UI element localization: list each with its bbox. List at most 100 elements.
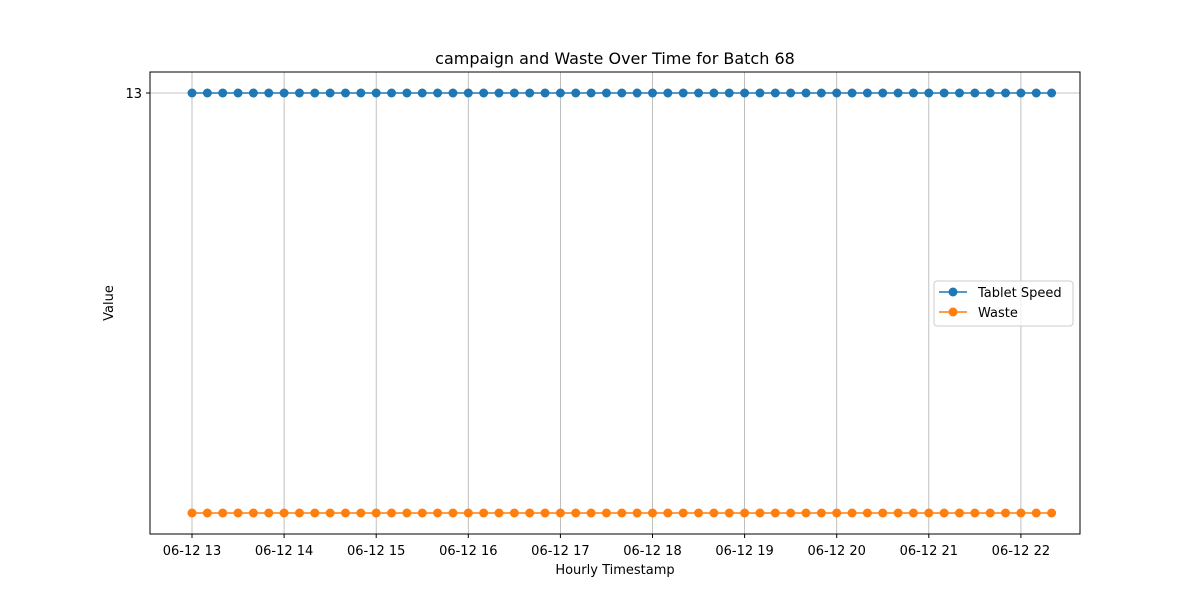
data-point-tablet-speed bbox=[755, 88, 765, 98]
data-point-waste bbox=[294, 508, 304, 518]
data-point-waste bbox=[939, 508, 949, 518]
data-point-waste bbox=[279, 508, 289, 518]
data-point-tablet-speed bbox=[479, 88, 489, 98]
data-point-tablet-speed bbox=[878, 88, 888, 98]
data-point-tablet-speed bbox=[832, 88, 842, 98]
data-point-waste bbox=[663, 508, 673, 518]
x-tick-label: 06-12 21 bbox=[900, 544, 958, 559]
legend-marker-waste bbox=[948, 307, 958, 317]
data-point-waste bbox=[1001, 508, 1011, 518]
data-point-waste bbox=[755, 508, 765, 518]
chart-title: campaign and Waste Over Time for Batch 6… bbox=[435, 49, 795, 68]
series-waste bbox=[187, 508, 1057, 518]
data-point-tablet-speed bbox=[924, 88, 934, 98]
data-point-tablet-speed bbox=[694, 88, 704, 98]
data-point-waste bbox=[202, 508, 212, 518]
data-point-tablet-speed bbox=[632, 88, 642, 98]
data-point-tablet-speed bbox=[1047, 88, 1057, 98]
data-point-tablet-speed bbox=[187, 88, 197, 98]
data-point-waste bbox=[955, 508, 964, 518]
data-point-tablet-speed bbox=[463, 88, 473, 98]
data-point-waste bbox=[310, 508, 320, 518]
data-point-tablet-speed bbox=[724, 88, 734, 98]
data-point-waste bbox=[417, 508, 427, 518]
data-point-tablet-speed bbox=[202, 88, 212, 98]
plot-frame bbox=[149, 71, 1081, 535]
data-point-tablet-speed bbox=[862, 88, 872, 98]
data-point-tablet-speed bbox=[955, 88, 964, 98]
data-point-waste bbox=[985, 508, 995, 518]
data-point-waste bbox=[1031, 508, 1041, 518]
data-point-waste bbox=[571, 508, 581, 518]
data-point-waste bbox=[1047, 508, 1057, 518]
data-point-waste bbox=[816, 508, 826, 518]
data-point-waste bbox=[878, 508, 888, 518]
data-point-waste bbox=[648, 508, 657, 518]
data-point-tablet-speed bbox=[709, 88, 719, 98]
data-point-tablet-speed bbox=[509, 88, 519, 98]
legend-box bbox=[933, 280, 1074, 327]
data-point-waste bbox=[540, 508, 550, 518]
data-point-waste bbox=[187, 508, 197, 518]
data-point-tablet-speed bbox=[970, 88, 980, 98]
data-point-tablet-speed bbox=[494, 88, 504, 98]
data-point-tablet-speed bbox=[248, 88, 258, 98]
x-tick-label: 06-12 17 bbox=[531, 544, 589, 559]
data-point-tablet-speed bbox=[555, 88, 565, 98]
legend-label-tablet-speed: Tablet Speed bbox=[977, 286, 1062, 301]
legend: Tablet Speed Waste bbox=[933, 280, 1074, 327]
data-point-tablet-speed bbox=[601, 88, 611, 98]
data-point-tablet-speed bbox=[786, 88, 796, 98]
data-point-tablet-speed bbox=[402, 88, 412, 98]
data-point-tablet-speed bbox=[893, 88, 903, 98]
data-point-tablet-speed bbox=[233, 88, 243, 98]
data-point-tablet-speed bbox=[1016, 88, 1026, 98]
data-point-waste bbox=[218, 508, 228, 518]
data-point-tablet-speed bbox=[417, 88, 427, 98]
data-point-tablet-speed bbox=[356, 88, 366, 98]
y-tick-label: 13 bbox=[125, 87, 142, 102]
data-point-waste bbox=[509, 508, 519, 518]
data-point-tablet-speed bbox=[448, 88, 458, 98]
data-point-waste bbox=[786, 508, 796, 518]
x-tick-label: 06-12 14 bbox=[255, 544, 313, 559]
data-point-tablet-speed bbox=[678, 88, 688, 98]
data-point-waste bbox=[356, 508, 366, 518]
x-tick-label: 06-12 19 bbox=[715, 544, 773, 559]
data-point-tablet-speed bbox=[801, 88, 811, 98]
x-tick-label: 06-12 18 bbox=[623, 544, 681, 559]
data-point-waste bbox=[525, 508, 535, 518]
data-point-waste bbox=[709, 508, 719, 518]
data-point-tablet-speed bbox=[617, 88, 627, 98]
data-point-tablet-speed bbox=[816, 88, 826, 98]
data-point-tablet-speed bbox=[571, 88, 581, 98]
data-point-waste bbox=[341, 508, 350, 518]
x-tick-label: 06-12 22 bbox=[992, 544, 1050, 559]
data-point-waste bbox=[555, 508, 565, 518]
x-tick-label: 06-12 16 bbox=[439, 544, 497, 559]
data-point-tablet-speed bbox=[371, 88, 381, 98]
data-point-tablet-speed bbox=[294, 88, 304, 98]
data-point-waste bbox=[264, 508, 274, 518]
data-point-tablet-speed bbox=[264, 88, 274, 98]
data-point-waste bbox=[924, 508, 934, 518]
data-point-waste bbox=[463, 508, 473, 518]
data-point-tablet-speed bbox=[740, 88, 750, 98]
data-point-waste bbox=[970, 508, 980, 518]
x-tick-label: 06-12 15 bbox=[347, 544, 405, 559]
data-point-waste bbox=[724, 508, 734, 518]
data-point-waste bbox=[740, 508, 750, 518]
data-point-tablet-speed bbox=[586, 88, 596, 98]
data-point-waste bbox=[494, 508, 504, 518]
data-point-waste bbox=[908, 508, 918, 518]
data-point-tablet-speed bbox=[648, 88, 657, 98]
data-point-tablet-speed bbox=[525, 88, 535, 98]
x-axis-label: Hourly Timestamp bbox=[555, 563, 674, 578]
data-point-waste bbox=[479, 508, 489, 518]
data-point-waste bbox=[770, 508, 780, 518]
x-axis-ticks: 06-12 13 06-12 14 06-12 15 06-12 16 06-12 17… bbox=[163, 534, 1050, 559]
y-axis-ticks: 13 bbox=[125, 87, 150, 102]
data-point-tablet-speed bbox=[310, 88, 320, 98]
data-point-waste bbox=[433, 508, 443, 518]
